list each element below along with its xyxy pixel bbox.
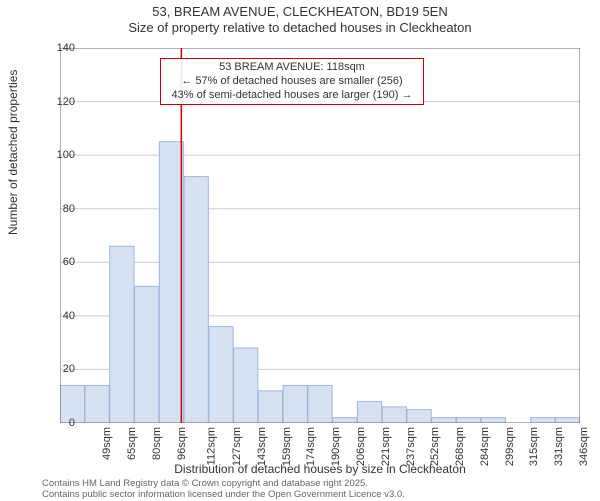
attribution-text: Contains HM Land Registry data © Crown c… — [42, 479, 405, 501]
y-tick-label: 80 — [63, 203, 75, 215]
x-axis-label: Distribution of detached houses by size … — [60, 462, 580, 476]
x-tick-label: 252sqm — [429, 427, 441, 466]
title-line-1: 53, BREAM AVENUE, CLECKHEATON, BD19 5EN — [0, 4, 600, 20]
attribution-line-2: Contains public sector information licen… — [42, 490, 405, 501]
x-tick-label: 206sqm — [355, 427, 367, 466]
x-tick-label: 299sqm — [504, 427, 516, 466]
y-tick-label: 140 — [57, 42, 75, 54]
annotation-line-2: ← 57% of detached houses are smaller (25… — [167, 75, 417, 89]
x-tick-label: 315sqm — [528, 427, 540, 466]
x-tick-label: 268sqm — [454, 427, 466, 466]
x-tick-label: 159sqm — [281, 427, 293, 466]
chart-title-block: 53, BREAM AVENUE, CLECKHEATON, BD19 5EN … — [0, 0, 600, 37]
y-tick-label: 0 — [69, 417, 75, 429]
annotation-line-3: 43% of semi-detached houses are larger (… — [167, 89, 417, 103]
x-tick-label: 237sqm — [405, 427, 417, 466]
x-tick-label: 49sqm — [101, 427, 113, 460]
x-tick-label: 331sqm — [553, 427, 565, 466]
annotation-callout: 53 BREAM AVENUE: 118sqm ← 57% of detache… — [160, 58, 424, 105]
title-line-2: Size of property relative to detached ho… — [0, 20, 600, 36]
x-tick-label: 190sqm — [330, 427, 342, 466]
y-axis-label: Number of detached properties — [6, 70, 20, 235]
x-tick-label: 143sqm — [256, 427, 268, 466]
x-tick-label: 65sqm — [126, 427, 138, 460]
annotation-line-1: 53 BREAM AVENUE: 118sqm — [167, 61, 417, 75]
x-tick-label: 221sqm — [380, 427, 392, 466]
x-tick-label: 96sqm — [176, 427, 188, 460]
y-tick-label: 20 — [63, 363, 75, 375]
x-tick-label: 127sqm — [231, 427, 243, 466]
y-tick-label: 60 — [63, 256, 75, 268]
y-tick-label: 40 — [63, 310, 75, 322]
y-tick-label: 100 — [57, 149, 75, 161]
x-tick-label: 80sqm — [151, 427, 163, 460]
x-tick-label: 174sqm — [306, 427, 318, 466]
y-tick-label: 120 — [57, 96, 75, 108]
x-tick-label: 284sqm — [479, 427, 491, 466]
x-tick-label: 346sqm — [578, 427, 590, 466]
x-tick-label: 112sqm — [206, 427, 218, 465]
